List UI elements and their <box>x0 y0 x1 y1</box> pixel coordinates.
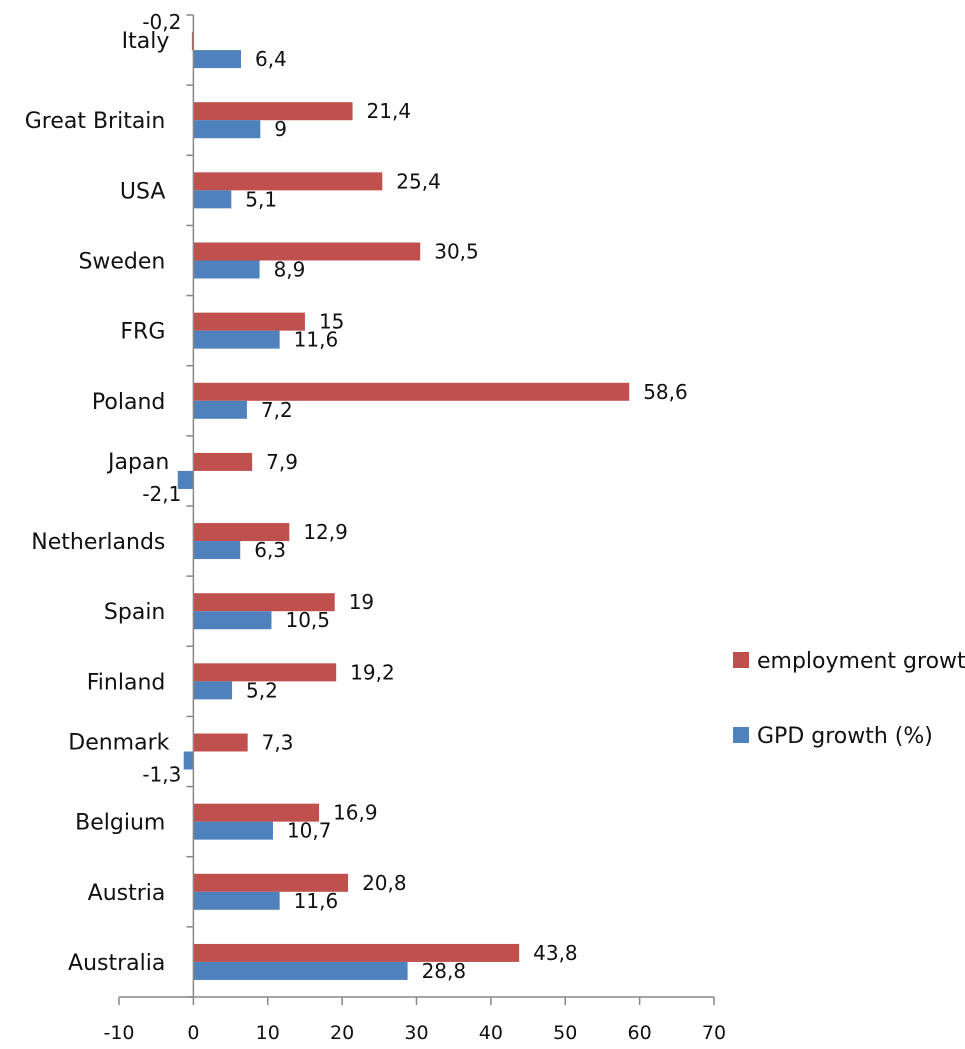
x-tick-label: 30 <box>404 1022 428 1044</box>
legend-label-employment: employment growth (%) <box>757 649 965 674</box>
gdp-bar-japan <box>177 470 194 489</box>
x-tick-label: 0 <box>187 1022 199 1044</box>
employment-value-label-usa: 25,4 <box>396 169 441 193</box>
gdp-bar-netherlands <box>193 541 241 560</box>
employment-value-label-poland: 58,6 <box>643 380 688 404</box>
category-label-frg: FRG <box>120 320 165 345</box>
employment-bar-denmark <box>193 733 248 752</box>
category-label-austria: Austria <box>88 881 166 906</box>
category-label-italy: Italy <box>122 29 170 54</box>
employment-value-label-japan: 7,9 <box>266 450 298 474</box>
category-label-japan: Japan <box>106 450 169 475</box>
gdp-bar-usa <box>193 190 232 209</box>
gdp-bar-great-britain <box>193 120 261 139</box>
gdp-value-label-great-britain: 9 <box>274 117 287 141</box>
gdp-bar-australia <box>193 961 408 980</box>
gdp-bar-sweden <box>193 260 260 279</box>
gdp-value-label-denmark: -1,3 <box>142 763 181 787</box>
legend-swatch-gdp <box>733 727 749 743</box>
employment-bar-great-britain <box>193 102 353 121</box>
legend-swatch-employment <box>733 652 749 668</box>
employment-bar-poland <box>193 382 630 401</box>
legend: employment growth (%) GPD growth (%) <box>733 649 965 749</box>
employment-bar-netherlands <box>193 523 290 542</box>
gdp-value-label-italy: 6,4 <box>255 47 287 71</box>
gdp-bar-finland <box>193 681 233 700</box>
employment-bar-frg <box>193 312 305 331</box>
employment-value-label-denmark: 7,3 <box>262 731 294 755</box>
x-tick-label: 60 <box>628 1022 652 1044</box>
x-tick-label: -10 <box>103 1022 134 1044</box>
x-tick-label: 40 <box>479 1022 503 1044</box>
category-label-spain: Spain <box>104 600 165 625</box>
employment-value-label-belgium: 16,9 <box>333 801 378 825</box>
category-label-poland: Poland <box>92 390 165 415</box>
gdp-value-label-spain: 10,5 <box>285 608 330 632</box>
gdp-value-label-japan: -2,1 <box>142 482 181 506</box>
category-label-great-britain: Great Britain <box>25 109 166 134</box>
category-label-australia: Australia <box>68 951 165 976</box>
category-label-denmark: Denmark <box>68 731 169 756</box>
gdp-bar-poland <box>193 400 247 419</box>
employment-bar-austria <box>193 873 349 892</box>
x-tick-label: 70 <box>702 1022 726 1044</box>
gdp-value-label-austria: 11,6 <box>294 889 339 913</box>
gdp-bar-denmark <box>183 751 194 770</box>
employment-value-label-austria: 20,8 <box>362 871 407 895</box>
employment-value-label-finland: 19,2 <box>350 660 395 684</box>
legend-label-gdp: GPD growth (%) <box>757 724 933 749</box>
employment-value-label-sweden: 30,5 <box>434 240 479 264</box>
employment-value-label-australia: 43,8 <box>533 941 578 965</box>
gdp-value-label-sweden: 8,9 <box>274 258 306 282</box>
gdp-value-label-australia: 28,8 <box>422 959 467 983</box>
x-tick-label: 10 <box>256 1022 280 1044</box>
category-label-sweden: Sweden <box>78 250 165 275</box>
gdp-bar-austria <box>193 891 280 910</box>
gdp-value-label-poland: 7,2 <box>261 398 293 422</box>
category-label-netherlands: Netherlands <box>31 530 165 555</box>
gdp-value-label-usa: 5,1 <box>245 187 277 211</box>
category-label-finland: Finland <box>87 670 166 695</box>
gdp-bar-italy <box>193 50 241 69</box>
gdp-bar-frg <box>193 330 280 349</box>
employment-value-label-italy: -0,2 <box>142 10 181 34</box>
employment-value-label-great-britain: 21,4 <box>367 99 412 123</box>
employment-bar-belgium <box>193 803 320 822</box>
category-label-usa: USA <box>120 179 166 204</box>
employment-bar-australia <box>193 943 520 962</box>
gdp-value-label-frg: 11,6 <box>294 328 339 352</box>
employment-bar-usa <box>193 172 383 191</box>
gdp-bar-spain <box>193 611 272 630</box>
gdp-bar-belgium <box>193 821 273 840</box>
employment-bar-japan <box>193 452 253 471</box>
employment-bar-finland <box>193 663 337 682</box>
employment-value-label-netherlands: 12,9 <box>303 520 348 544</box>
gdp-value-label-finland: 5,2 <box>246 678 278 702</box>
gdp-value-label-netherlands: 6,3 <box>254 538 286 562</box>
employment-bar-sweden <box>193 242 421 261</box>
x-tick-label: 50 <box>553 1022 577 1044</box>
x-tick-label: 20 <box>330 1022 354 1044</box>
employment-bar-spain <box>193 593 335 612</box>
category-label-belgium: Belgium <box>75 811 165 836</box>
gdp-value-label-belgium: 10,7 <box>287 819 332 843</box>
employment-value-label-spain: 19 <box>349 590 374 614</box>
employment-value-label-frg: 15 <box>319 310 344 334</box>
